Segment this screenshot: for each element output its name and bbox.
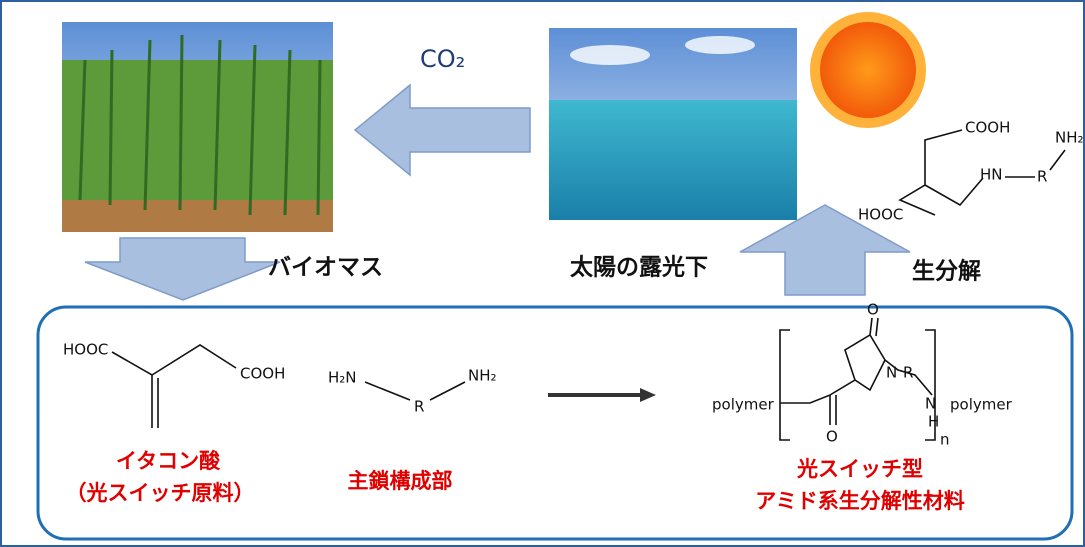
atom: H <box>928 413 939 431</box>
biodegradation-label: 生分解 <box>912 258 981 285</box>
compound-name: 主鎖構成部 <box>348 469 453 493</box>
ocean-photo <box>549 28 797 220</box>
atom: polymer <box>950 396 1013 414</box>
sunlight-label: 太陽の露光下 <box>570 255 708 281</box>
atom: COOH <box>965 119 1010 137</box>
atom: NH₂ <box>1055 129 1084 147</box>
atom: NH₂ <box>468 367 497 385</box>
compound-name: 光スイッチ型 <box>796 457 923 481</box>
biomass-photo <box>62 22 333 232</box>
atom: R <box>414 398 424 416</box>
sun <box>810 12 926 128</box>
atom: R <box>1037 168 1047 186</box>
atom: HN <box>980 166 1003 184</box>
atom: N <box>925 395 936 413</box>
compound-name: アミド系生分解性材料 <box>755 489 965 513</box>
atom: H₂N <box>328 369 357 387</box>
biomass-label: バイオマス <box>268 255 383 281</box>
atom: O <box>867 301 879 319</box>
atom: COOH <box>240 365 285 383</box>
atom: polymer <box>712 396 775 414</box>
atom: HOOC <box>63 341 108 359</box>
diagram: CO₂ バイオマス 太陽の露光下 生分解 COOH HOOC HN R NH₂ … <box>0 0 1085 547</box>
atom: n <box>940 431 950 449</box>
compound-note: （光スイッチ原料） <box>66 481 255 505</box>
co2-label: CO₂ <box>420 45 465 73</box>
atom: HOOC <box>858 206 903 224</box>
atom: O <box>826 428 838 446</box>
compound-name: イタコン酸 <box>116 449 221 473</box>
atom: R <box>903 364 913 382</box>
atom: N <box>886 364 897 382</box>
